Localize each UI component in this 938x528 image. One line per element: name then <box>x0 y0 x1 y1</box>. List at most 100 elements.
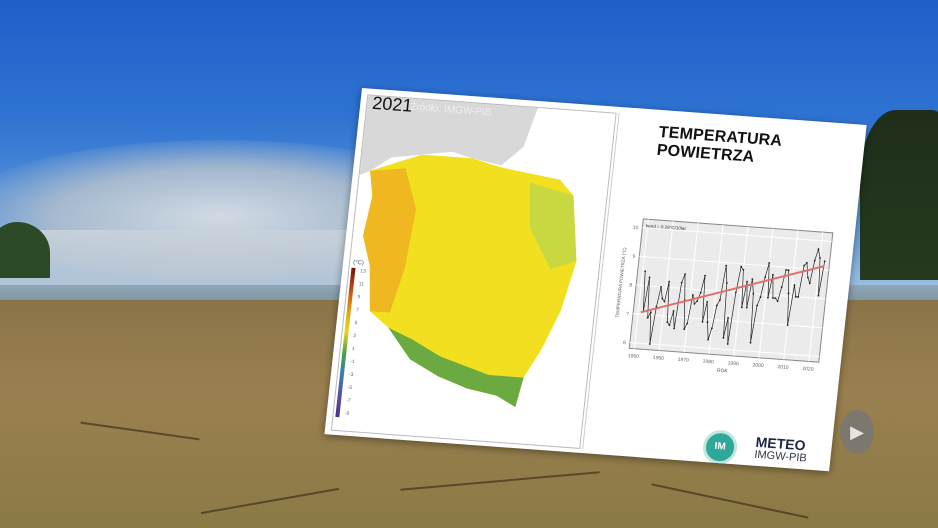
x-tick-label: 1980 <box>702 359 714 366</box>
data-point <box>756 304 758 307</box>
trend-annotation: trend = 0.29°C/10lat <box>645 223 686 231</box>
legend-tick: -9 <box>344 410 350 417</box>
legend-tick: -5 <box>347 384 353 392</box>
data-point <box>759 296 762 298</box>
data-point <box>722 336 725 339</box>
data-point <box>772 297 774 299</box>
data-point <box>764 276 767 279</box>
y-tick-label: 6 <box>623 340 627 346</box>
grid-line <box>633 219 649 349</box>
x-tick-label: 1970 <box>677 357 689 364</box>
data-point <box>794 295 797 298</box>
data-point <box>806 276 809 279</box>
data-point <box>740 306 743 309</box>
data-point <box>745 306 748 309</box>
y-tick-label: 7 <box>626 311 630 317</box>
data-point <box>787 292 790 295</box>
grid-line <box>783 230 799 360</box>
data-point <box>797 296 800 298</box>
data-point <box>749 341 752 344</box>
x-tick-label: 2020 <box>802 366 814 373</box>
trees-left <box>0 222 50 278</box>
data-point <box>683 328 686 331</box>
legend-tick: 1 <box>351 345 355 353</box>
data-point <box>726 343 729 345</box>
data-point <box>823 260 826 263</box>
data-point <box>752 292 755 295</box>
data-point <box>648 276 651 279</box>
data-point <box>668 280 671 283</box>
data-point <box>725 264 728 267</box>
data-point <box>646 316 649 319</box>
data-point <box>808 282 811 285</box>
data-point <box>740 265 743 268</box>
data-point <box>767 296 769 299</box>
data-point <box>699 291 702 294</box>
legend-tick: 7 <box>355 307 360 314</box>
data-point <box>672 310 675 312</box>
data-point <box>719 299 721 301</box>
data-point <box>786 324 789 327</box>
grid-line <box>658 221 674 351</box>
data-point <box>673 327 676 330</box>
x-tick-label: 2000 <box>752 362 764 369</box>
grid-line <box>629 342 820 357</box>
data-point <box>819 257 821 259</box>
inset-title: TEMPERATURA POWIETRZA <box>655 123 783 166</box>
x-tick-label: 2010 <box>777 364 789 371</box>
data-point <box>817 294 820 297</box>
data-point <box>727 316 729 319</box>
y-tick-label: 10 <box>632 225 638 231</box>
data-point <box>715 304 718 307</box>
data-point <box>776 300 779 303</box>
data-point <box>644 270 647 273</box>
legend-tick: -3 <box>348 371 354 379</box>
legend-tick: -1 <box>350 358 356 366</box>
video-play-icon[interactable]: ▶ <box>840 410 874 454</box>
data-point <box>704 274 706 277</box>
temperature-map <box>330 94 617 449</box>
grid-line <box>808 232 824 362</box>
data-point <box>780 286 783 288</box>
grid-line <box>642 227 832 242</box>
data-point <box>725 282 728 284</box>
data-point <box>774 297 777 300</box>
grid-line <box>733 226 749 357</box>
data-point <box>803 264 806 267</box>
imgw-logo: IM <box>701 429 739 466</box>
data-point <box>691 294 694 296</box>
infographic-inset: 2021 Źródło: IMGW-PIB (°C) 13 11 9 7 5 3 1 -1 -3… <box>324 88 867 472</box>
data-point <box>696 300 699 303</box>
data-point <box>793 284 796 286</box>
x-axis-label: ROK <box>717 368 729 375</box>
data-point <box>649 311 652 314</box>
data-point <box>768 262 771 264</box>
data-point <box>706 300 709 303</box>
legend-tick: 9 <box>357 294 361 301</box>
data-point <box>701 320 704 323</box>
data-point <box>648 343 651 345</box>
grid-line <box>708 224 724 355</box>
trend-line <box>640 265 825 314</box>
x-tick-label: 1990 <box>727 361 739 368</box>
data-point <box>686 322 689 325</box>
x-tick-label: 1950 <box>628 353 640 360</box>
data-point <box>684 273 686 276</box>
grid-line <box>639 255 829 271</box>
data-point <box>785 269 787 271</box>
data-point <box>661 297 664 300</box>
y-tick-label: 9 <box>632 254 636 260</box>
data-point <box>660 285 662 288</box>
data-point <box>806 261 808 264</box>
brand: METEO IMGW-PIB <box>754 434 809 466</box>
map-year: 2021 <box>371 92 414 116</box>
legend-tick: 11 <box>358 281 365 288</box>
grid-line <box>683 222 699 353</box>
grid-line <box>758 228 774 358</box>
legend-tick: 5 <box>354 320 358 327</box>
data-point <box>668 324 671 327</box>
trees-right <box>860 110 938 280</box>
legend-tick: 3 <box>352 333 357 340</box>
data-point <box>666 321 669 323</box>
data-point <box>746 280 748 283</box>
